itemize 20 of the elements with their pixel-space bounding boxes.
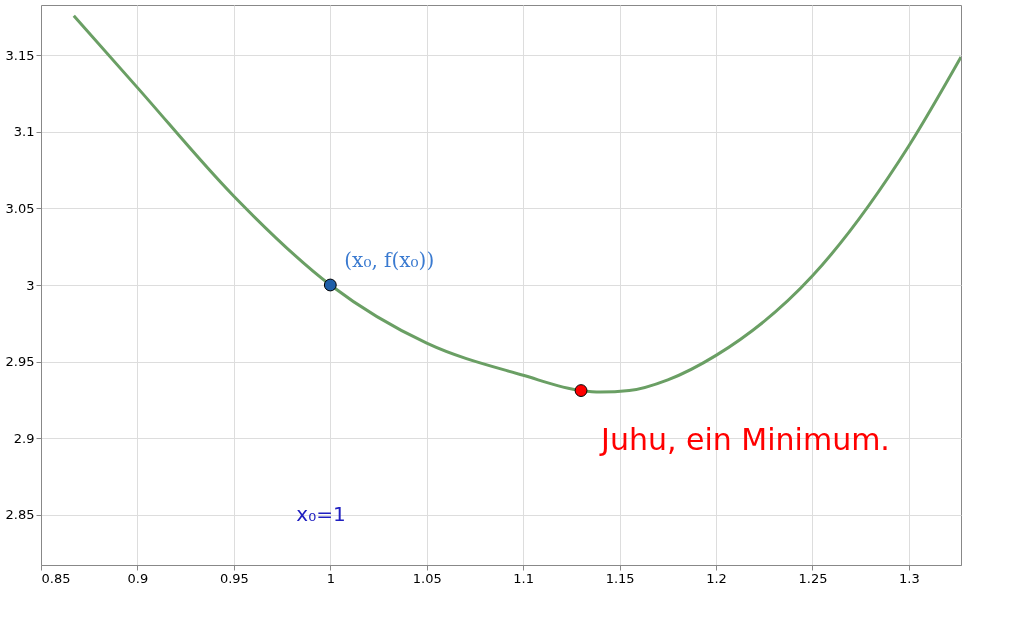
x-tick-label: 1.1: [513, 570, 535, 586]
x-tick-label: 0.9: [127, 570, 149, 586]
annotation: (x₀, f(x₀)): [344, 248, 435, 272]
x-tick-label: 1.25: [798, 570, 828, 586]
x-tick-label: 0.95: [219, 570, 249, 586]
x-tick-label: 1.15: [605, 570, 635, 586]
y-tick-label: 3.05: [5, 201, 35, 216]
y-tick-label: 2.85: [5, 507, 35, 523]
y-tick-label: 3.1: [13, 124, 35, 140]
x-tick-label: 0.85: [41, 570, 71, 586]
y-tick-label: 2.95: [5, 354, 35, 369]
y-tick-label: 2.9: [13, 430, 35, 446]
x-tick-label: 1.05: [412, 570, 442, 586]
x-tick-label: 1: [326, 570, 335, 586]
y-tick-label: 3.15: [5, 47, 35, 63]
annotation: x₀=1: [296, 502, 346, 526]
y-tick-label: 3: [26, 277, 35, 293]
annotation: Juhu, ein Minimum.: [599, 421, 890, 457]
x-tick-label: 1.3: [899, 570, 920, 586]
x-tick-label: 1.2: [706, 570, 727, 586]
